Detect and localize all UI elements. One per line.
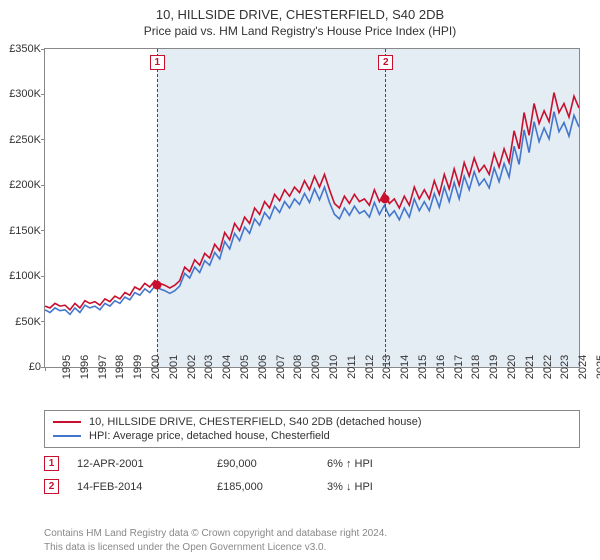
sale-date: 14-FEB-2014: [77, 481, 217, 493]
chart-title: 10, HILLSIDE DRIVE, CHESTERFIELD, S40 2D…: [0, 0, 600, 24]
marker-line: [157, 49, 158, 367]
sale-price: £90,000: [217, 458, 327, 470]
sale-row: 1 12-APR-2001£90,0006% ↑ HPI: [44, 454, 580, 477]
legend-swatch: [53, 435, 81, 437]
ylabel: £50K: [15, 316, 45, 328]
marker-number: 1: [150, 55, 165, 70]
sale-hpi: 3% ↓ HPI: [327, 481, 447, 493]
marker-line: [385, 49, 386, 367]
legend-swatch: [53, 421, 81, 423]
marker-dot: [381, 194, 390, 203]
footer-line2: This data is licensed under the Open Gov…: [44, 541, 580, 555]
ylabel: £300K: [9, 88, 45, 100]
sale-row: 2 14-FEB-2014£185,0003% ↓ HPI: [44, 477, 580, 500]
sale-price: £185,000: [217, 481, 327, 493]
ylabel: £200K: [9, 179, 45, 191]
footer-attribution: Contains HM Land Registry data © Crown c…: [44, 527, 580, 554]
sale-number: 1: [44, 456, 59, 471]
footer-line1: Contains HM Land Registry data © Crown c…: [44, 527, 580, 541]
chart-lines: [45, 49, 579, 367]
legend-label: HPI: Average price, detached house, Ches…: [89, 430, 330, 442]
sale-hpi: 6% ↑ HPI: [327, 458, 447, 470]
series-price: [45, 93, 579, 310]
xlabel: 2025: [579, 355, 600, 379]
legend-row: HPI: Average price, detached house, Ches…: [53, 429, 571, 443]
ylabel: £100K: [9, 270, 45, 282]
ylabel: £150K: [9, 225, 45, 237]
ylabel: £0: [29, 361, 45, 373]
sale-date: 12-APR-2001: [77, 458, 217, 470]
ylabel: £350K: [9, 43, 45, 55]
chart-subtitle: Price paid vs. HM Land Registry's House …: [0, 24, 600, 38]
price-chart: £0£50K£100K£150K£200K£250K£300K£350K1995…: [44, 48, 580, 368]
sales-list: 1 12-APR-2001£90,0006% ↑ HPI 2 14-FEB-2014£…: [44, 454, 580, 500]
ylabel: £250K: [9, 134, 45, 146]
legend-label: 10, HILLSIDE DRIVE, CHESTERFIELD, S40 2D…: [89, 416, 422, 428]
marker-number: 2: [378, 55, 393, 70]
marker-dot: [152, 281, 161, 290]
legend: 10, HILLSIDE DRIVE, CHESTERFIELD, S40 2D…: [44, 410, 580, 448]
series-hpi: [45, 112, 579, 315]
legend-row: 10, HILLSIDE DRIVE, CHESTERFIELD, S40 2D…: [53, 415, 571, 429]
sale-number: 2: [44, 479, 59, 494]
